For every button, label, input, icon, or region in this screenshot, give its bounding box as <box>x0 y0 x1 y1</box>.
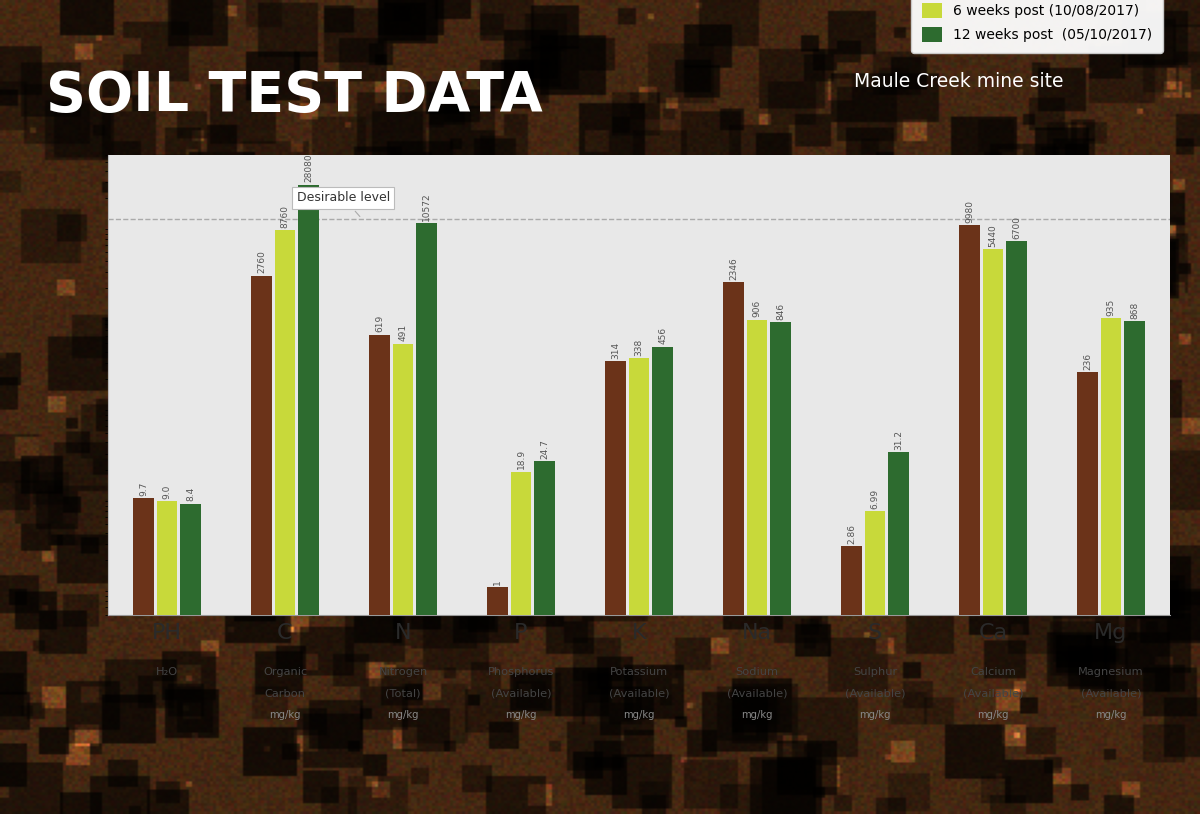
Text: P: P <box>515 623 528 643</box>
Text: mg/kg: mg/kg <box>388 710 419 720</box>
Text: Maule Creek mine site: Maule Creek mine site <box>854 72 1063 91</box>
Text: (Available): (Available) <box>608 689 670 698</box>
Text: 18.9: 18.9 <box>516 449 526 470</box>
Bar <box>370 335 390 814</box>
Bar <box>629 358 649 814</box>
Text: PH: PH <box>152 623 182 643</box>
Bar <box>983 249 1003 814</box>
Text: Magnesium: Magnesium <box>1078 667 1144 677</box>
Bar <box>1007 241 1027 814</box>
Bar <box>416 223 437 814</box>
Text: Nitrogen: Nitrogen <box>378 667 427 677</box>
Bar <box>1124 322 1145 814</box>
Bar <box>653 347 673 814</box>
Text: 846: 846 <box>776 303 785 320</box>
Bar <box>299 185 319 814</box>
Text: 9.7: 9.7 <box>139 481 148 496</box>
Bar <box>251 276 271 814</box>
Bar <box>180 504 200 814</box>
Text: 6700: 6700 <box>1012 216 1021 239</box>
Text: 1: 1 <box>493 580 502 585</box>
Text: 10572: 10572 <box>422 192 431 221</box>
Bar <box>534 462 554 814</box>
Text: Sulphur: Sulphur <box>853 667 898 677</box>
Text: (Available): (Available) <box>962 689 1024 698</box>
Text: mg/kg: mg/kg <box>977 710 1009 720</box>
Text: 24.7: 24.7 <box>540 439 550 459</box>
Text: S: S <box>868 623 882 643</box>
Text: mg/kg: mg/kg <box>505 710 536 720</box>
Text: N: N <box>395 623 412 643</box>
Text: 8760: 8760 <box>281 205 289 228</box>
Bar <box>487 588 508 814</box>
Text: (Available): (Available) <box>1081 689 1141 698</box>
Text: mg/kg: mg/kg <box>1096 710 1127 720</box>
Text: Calcium: Calcium <box>970 667 1016 677</box>
Text: (Available): (Available) <box>845 689 905 698</box>
Text: 9.0: 9.0 <box>162 484 172 499</box>
Text: Sodium: Sodium <box>736 667 779 677</box>
Bar <box>746 320 767 814</box>
Bar <box>605 361 625 814</box>
Text: 31.2: 31.2 <box>894 430 904 449</box>
Text: 456: 456 <box>658 327 667 344</box>
Bar <box>133 498 154 814</box>
Bar <box>1100 318 1121 814</box>
Text: 28080: 28080 <box>304 154 313 182</box>
Text: 6.99: 6.99 <box>870 488 880 509</box>
Text: H₂O: H₂O <box>156 667 178 677</box>
Bar <box>959 225 979 814</box>
Text: 619: 619 <box>374 315 384 332</box>
Bar <box>888 452 908 814</box>
Bar <box>770 322 791 814</box>
Text: mg/kg: mg/kg <box>623 710 655 720</box>
Text: 491: 491 <box>398 324 408 341</box>
Bar <box>841 546 862 814</box>
Bar <box>392 344 413 814</box>
Text: Na: Na <box>742 623 772 643</box>
Text: (Total): (Total) <box>385 689 421 698</box>
Text: Desirable level: Desirable level <box>296 191 390 217</box>
Text: 8.4: 8.4 <box>186 487 196 501</box>
Text: 236: 236 <box>1082 353 1092 370</box>
Text: 2760: 2760 <box>257 251 266 274</box>
Text: mg/kg: mg/kg <box>269 710 301 720</box>
Bar <box>275 230 295 814</box>
Bar <box>1078 373 1098 814</box>
Bar <box>511 472 532 814</box>
Text: 2346: 2346 <box>728 257 738 280</box>
Text: 5440: 5440 <box>989 224 997 247</box>
Text: Carbon: Carbon <box>264 689 306 698</box>
Text: 9980: 9980 <box>965 200 974 223</box>
Bar <box>865 511 886 814</box>
Text: 338: 338 <box>635 339 643 356</box>
Bar <box>157 501 178 814</box>
Text: 935: 935 <box>1106 299 1116 316</box>
Bar <box>724 282 744 814</box>
Text: Phosphorus: Phosphorus <box>488 667 554 677</box>
Text: (Available): (Available) <box>491 689 551 698</box>
Text: mg/kg: mg/kg <box>742 710 773 720</box>
Text: (Available): (Available) <box>727 689 787 698</box>
Text: Organic: Organic <box>263 667 307 677</box>
Text: 906: 906 <box>752 300 762 317</box>
Text: Potassium: Potassium <box>610 667 668 677</box>
Text: Mg: Mg <box>1094 623 1128 643</box>
Text: K: K <box>631 623 647 643</box>
Text: 868: 868 <box>1130 302 1139 319</box>
Text: 314: 314 <box>611 342 620 359</box>
Legend: Pre-seeding (22/02/2017), 6 weeks post (10/08/2017), 12 weeks post  (05/10/2017): Pre-seeding (22/02/2017), 6 weeks post (… <box>911 0 1163 53</box>
Text: C: C <box>277 623 293 643</box>
Text: mg/kg: mg/kg <box>859 710 890 720</box>
Text: Ca: Ca <box>978 623 1008 643</box>
Text: 2.86: 2.86 <box>847 523 856 544</box>
Text: SOIL TEST DATA: SOIL TEST DATA <box>46 69 542 123</box>
